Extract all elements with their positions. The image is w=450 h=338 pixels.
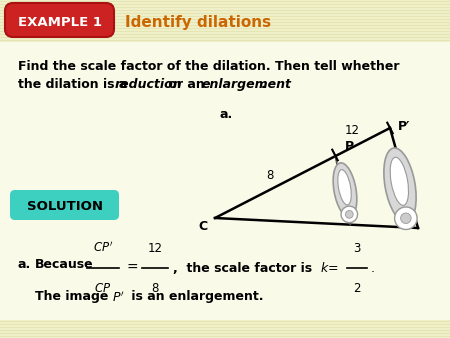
- Text: 8: 8: [151, 282, 159, 295]
- Text: is an enlargement.: is an enlargement.: [127, 290, 264, 303]
- Text: 2: 2: [353, 282, 361, 295]
- FancyBboxPatch shape: [5, 3, 114, 37]
- Text: =: =: [127, 261, 139, 275]
- Ellipse shape: [338, 170, 351, 205]
- Text: SOLUTION: SOLUTION: [27, 199, 103, 213]
- Ellipse shape: [333, 163, 357, 217]
- Text: P′: P′: [398, 120, 410, 132]
- Ellipse shape: [341, 206, 358, 223]
- Text: $k\!=\!$: $k\!=\!$: [320, 261, 339, 275]
- Text: EXAMPLE 1: EXAMPLE 1: [18, 16, 102, 28]
- Text: 3: 3: [353, 242, 361, 255]
- Text: $CP$: $CP$: [94, 282, 112, 295]
- Text: or an: or an: [164, 78, 209, 91]
- Text: 12: 12: [148, 242, 162, 255]
- Text: a.: a.: [18, 258, 31, 271]
- Text: C: C: [198, 219, 207, 233]
- Text: The image: The image: [35, 290, 113, 303]
- Text: the dilation is a: the dilation is a: [18, 78, 132, 91]
- Text: a.: a.: [220, 108, 233, 121]
- Text: .: .: [261, 78, 266, 91]
- FancyBboxPatch shape: [10, 190, 119, 220]
- Text: Find the scale factor of the dilation. Then tell whether: Find the scale factor of the dilation. T…: [18, 60, 400, 73]
- Text: Because: Because: [35, 258, 94, 271]
- Text: 12: 12: [345, 124, 360, 137]
- Ellipse shape: [390, 157, 409, 206]
- Text: $CP'$: $CP'$: [93, 241, 113, 255]
- Text: ,  the scale factor is: , the scale factor is: [173, 262, 312, 274]
- Ellipse shape: [346, 211, 353, 218]
- Text: reduction: reduction: [115, 78, 183, 91]
- Text: 8: 8: [266, 169, 273, 182]
- Text: P: P: [345, 141, 354, 153]
- FancyBboxPatch shape: [0, 320, 450, 338]
- Text: Identify dilations: Identify dilations: [125, 15, 271, 29]
- Ellipse shape: [400, 213, 411, 223]
- Ellipse shape: [395, 207, 417, 230]
- Text: enlargement: enlargement: [202, 78, 292, 91]
- Text: $P'$: $P'$: [112, 290, 125, 305]
- Text: .: .: [371, 262, 375, 274]
- FancyBboxPatch shape: [0, 0, 450, 42]
- Ellipse shape: [384, 148, 416, 222]
